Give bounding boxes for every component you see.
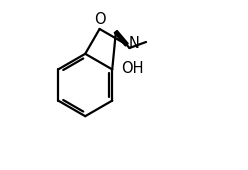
Text: N: N (129, 36, 139, 51)
Text: O: O (94, 12, 105, 27)
Text: OH: OH (122, 61, 144, 76)
